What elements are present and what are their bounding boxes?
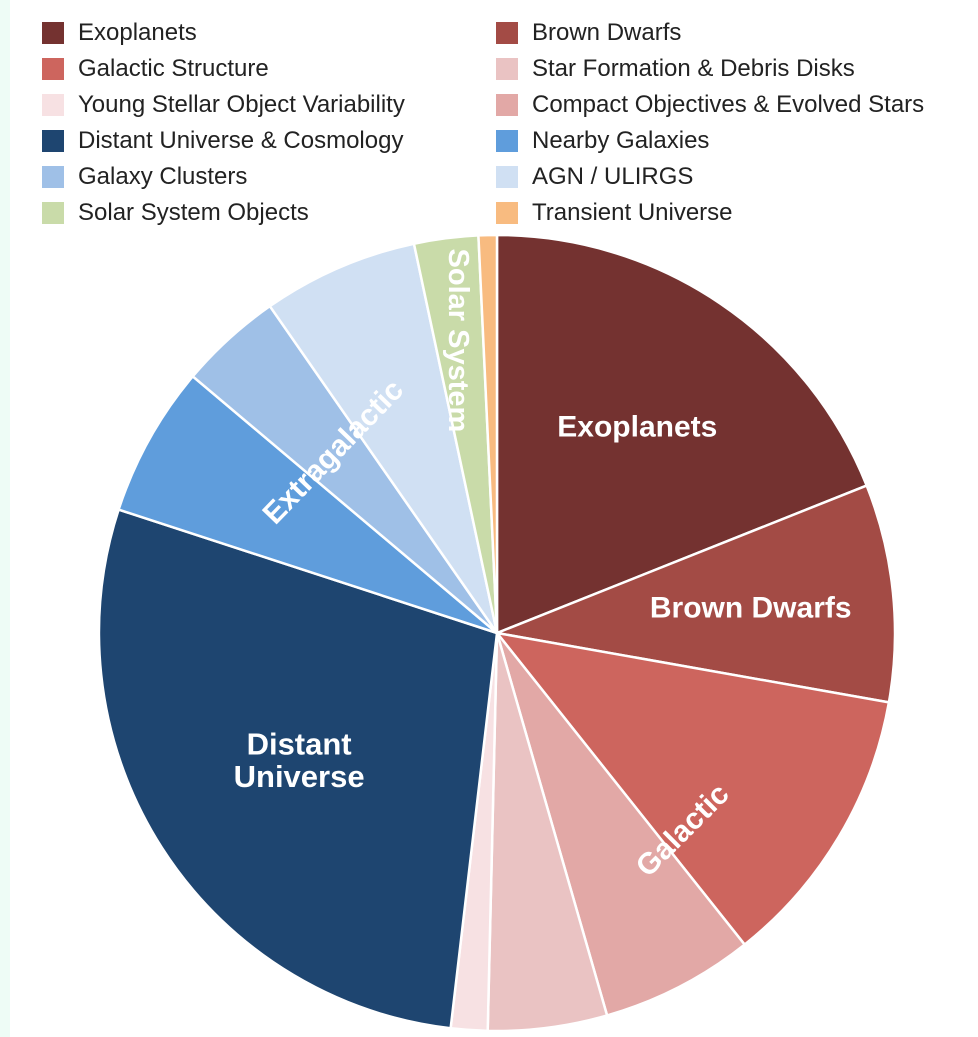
legend-label: Compact Objectives & Evolved Stars: [532, 91, 925, 118]
legend-item-compact-objectives-evolved-stars: Compact Objectives & Evolved Stars: [496, 90, 924, 120]
legend-label: Galactic Structure: [78, 55, 269, 82]
legend-label: Transient Universe: [532, 199, 733, 226]
legend-label: AGN / ULIRGS: [532, 163, 694, 190]
legend-swatch: [496, 22, 518, 44]
legend-label: Galaxy Clusters: [78, 163, 248, 190]
legend-swatch: [42, 94, 64, 116]
legend-swatch: [42, 202, 64, 224]
legend-item-galactic-structure: Galactic Structure: [42, 54, 269, 84]
slice-label-solar-system: Solar System: [442, 249, 474, 433]
legend: Exoplanets Brown Dwarfs Galactic Structure…: [0, 0, 978, 230]
slice-compact-objectives-evolved-stars: [495, 632, 747, 1018]
legend-label: Exoplanets: [78, 19, 197, 46]
legend-label: Nearby Galaxies: [532, 127, 710, 154]
legend-swatch: [496, 166, 518, 188]
legend-item-star-formation-debris-disks: Star Formation & Debris Disks: [496, 54, 855, 84]
slice-label-distant-universe: Distant Universe: [234, 726, 365, 794]
slice-galactic-structure: [493, 631, 891, 947]
slice-brown-dwarfs: [492, 483, 897, 704]
legend-item-nearby-galaxies: Nearby Galaxies: [496, 126, 709, 156]
legend-item-galaxy-clusters: Galaxy Clusters: [42, 162, 247, 192]
slice-label-exoplanets: Exoplanets: [557, 411, 717, 444]
legend-item-brown-dwarfs: Brown Dwarfs: [496, 18, 681, 48]
legend-item-agn-ulirgs: AGN / ULIRGS: [496, 162, 693, 192]
legend-item-exoplanets: Exoplanets: [42, 18, 197, 48]
legend-item-distant-universe-cosmology: Distant Universe & Cosmology: [42, 126, 403, 156]
legend-swatch: [496, 58, 518, 80]
legend-label: Solar System Objects: [78, 199, 309, 226]
slice-agn-ulirgs: [268, 242, 499, 634]
legend-item-solar-system-objects: Solar System Objects: [42, 198, 309, 228]
legend-label: Distant Universe & Cosmology: [78, 127, 404, 154]
legend-swatch: [42, 130, 64, 152]
legend-label: Brown Dwarfs: [532, 19, 682, 46]
slice-nearby-galaxies: [117, 374, 498, 635]
legend-label: Star Formation & Debris Disks: [532, 55, 855, 82]
legend-swatch: [496, 94, 518, 116]
legend-swatch: [42, 22, 64, 44]
legend-swatch: [496, 202, 518, 224]
legend-swatch: [496, 130, 518, 152]
slice-distant-universe-cosmology: [97, 507, 499, 1030]
legend-label: Young Stellar Object Variability: [78, 91, 405, 118]
legend-swatch: [42, 58, 64, 80]
legend-swatch: [42, 166, 64, 188]
legend-item-young-stellar-object-variability: Young Stellar Object Variability: [42, 90, 405, 120]
slice-label-brown-dwarfs: Brown Dwarfs: [650, 592, 852, 625]
slice-exoplanets: [495, 233, 869, 635]
slice-transient-universe: [477, 233, 499, 634]
legend-item-transient-universe: Transient Universe: [496, 198, 733, 228]
